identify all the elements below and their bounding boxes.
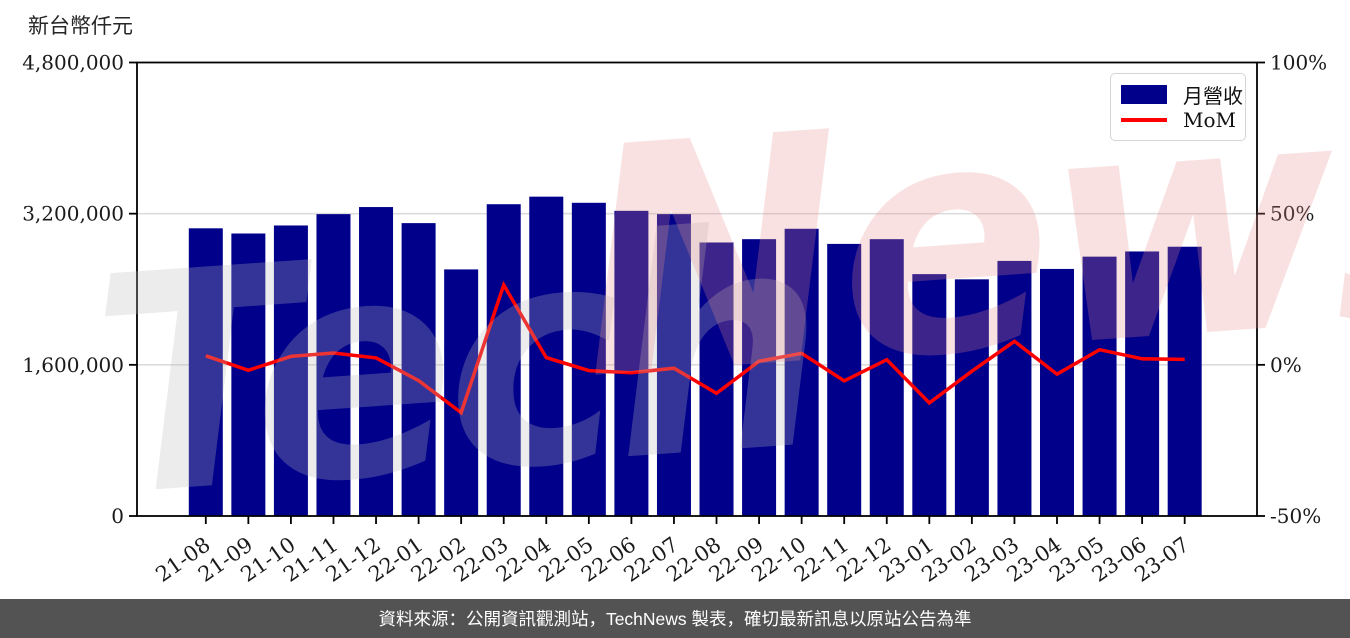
revenue-bar-23-03 — [997, 260, 1032, 516]
revenue-bar-22-08 — [699, 242, 734, 516]
revenue-bar-22-07 — [656, 214, 691, 516]
left-tick-label: 3,200,000 — [22, 202, 124, 226]
right-tick-label: 50% — [1270, 202, 1314, 226]
plot-border — [136, 61, 1258, 517]
legend-bar-label: 月營收 — [1183, 84, 1243, 108]
revenue-bar-23-06 — [1125, 251, 1160, 517]
right-tick-label: 100% — [1270, 51, 1327, 75]
source-footer-bar: 資料來源：公開資訊觀測站，TechNews 製表，確切最新訊息以原站公告為準 — [0, 599, 1350, 638]
right-tick-label: -50% — [1270, 504, 1321, 528]
revenue-bar-22-03 — [486, 204, 521, 516]
legend-line-label: MoM — [1183, 107, 1236, 132]
revenue-bar-23-05 — [1082, 256, 1117, 516]
revenue-bar-23-04 — [1040, 268, 1074, 516]
revenue-bar-23-07 — [1167, 246, 1202, 516]
legend-row-revenue: 月營收 — [1121, 82, 1245, 108]
source-footer-text: 資料來源：公開資訊觀測站，TechNews 製表，確切最新訊息以原站公告為準 — [378, 609, 972, 629]
legend-line-swatch — [1121, 117, 1167, 122]
mom-line — [205, 280, 1185, 416]
legend-bar-swatch — [1121, 85, 1167, 104]
revenue-bar-22-01 — [401, 223, 436, 517]
left-tick-label: 1,600,000 — [22, 353, 124, 377]
revenue-bar-21-09 — [231, 233, 266, 516]
revenue-bar-21-12 — [359, 207, 394, 516]
revenue-bar-22-02 — [444, 269, 479, 516]
y-axis-unit-title: 新台幣仟元 — [28, 14, 133, 38]
revenue-bar-22-09 — [742, 239, 777, 517]
revenue-bar-22-06 — [614, 210, 649, 517]
legend-row-mom: MoM — [1121, 107, 1245, 132]
revenue-bar-22-05 — [571, 202, 606, 516]
revenue-bar-21-08 — [188, 228, 223, 516]
right-tick-label: 0% — [1270, 353, 1302, 377]
chart-legend: 月營收 MoM — [1110, 73, 1246, 141]
revenue-bar-22-10 — [784, 228, 819, 517]
revenue-bar-23-02 — [954, 279, 989, 516]
left-tick-label: 0 — [111, 504, 124, 528]
left-tick-label: 4,800,000 — [22, 51, 124, 75]
revenue-bar-22-12 — [869, 239, 904, 517]
revenue-bar-21-11 — [316, 214, 351, 516]
revenue-bar-21-10 — [273, 225, 308, 516]
revenue-mom-chart: 0 1,600,000 3,200,000 4,800,000 -50% 0% 50% 100… — [22, 51, 1327, 587]
